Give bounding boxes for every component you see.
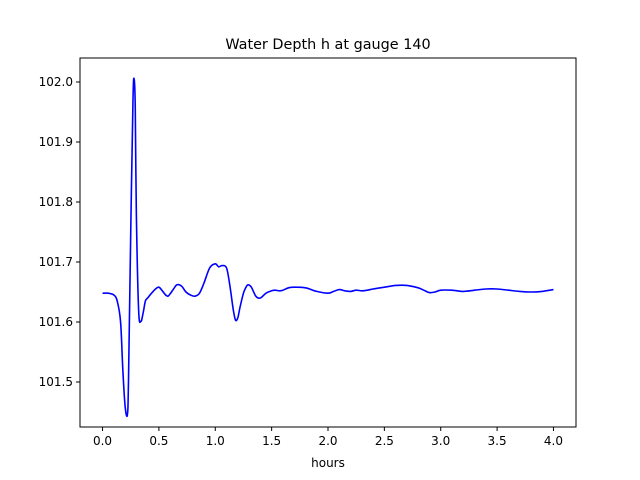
x-tick-label: 3.5 xyxy=(488,434,507,448)
y-tick-label: 101.5 xyxy=(39,375,73,389)
x-tick-label: 1.5 xyxy=(262,434,281,448)
y-axis: 101.5 101.6 101.7 101.8 101.9 102.0 xyxy=(39,75,80,389)
axes-frame xyxy=(79,57,577,428)
y-tick-label: 101.9 xyxy=(39,135,73,149)
x-tick-label: 1.0 xyxy=(206,434,225,448)
x-tick-label: 4.0 xyxy=(544,434,563,448)
x-axis: 0.0 0.5 1.0 1.5 2.0 2.5 3.0 3.5 4.0 xyxy=(93,427,563,448)
x-tick-label: 2.5 xyxy=(375,434,394,448)
x-axis-label: hours xyxy=(311,456,345,470)
y-tick-label: 101.6 xyxy=(39,315,73,329)
chart-title: Water Depth h at gauge 140 xyxy=(225,37,430,53)
x-tick-label: 0.0 xyxy=(93,434,112,448)
series-line xyxy=(102,77,554,418)
y-tick-label: 101.8 xyxy=(39,195,73,209)
y-tick-label: 101.7 xyxy=(39,255,73,269)
x-tick-label: 3.0 xyxy=(431,434,450,448)
x-tick-label: 0.5 xyxy=(149,434,168,448)
x-tick-label: 2.0 xyxy=(318,434,337,448)
y-tick-label: 102.0 xyxy=(39,75,73,89)
plot-area xyxy=(102,77,554,418)
